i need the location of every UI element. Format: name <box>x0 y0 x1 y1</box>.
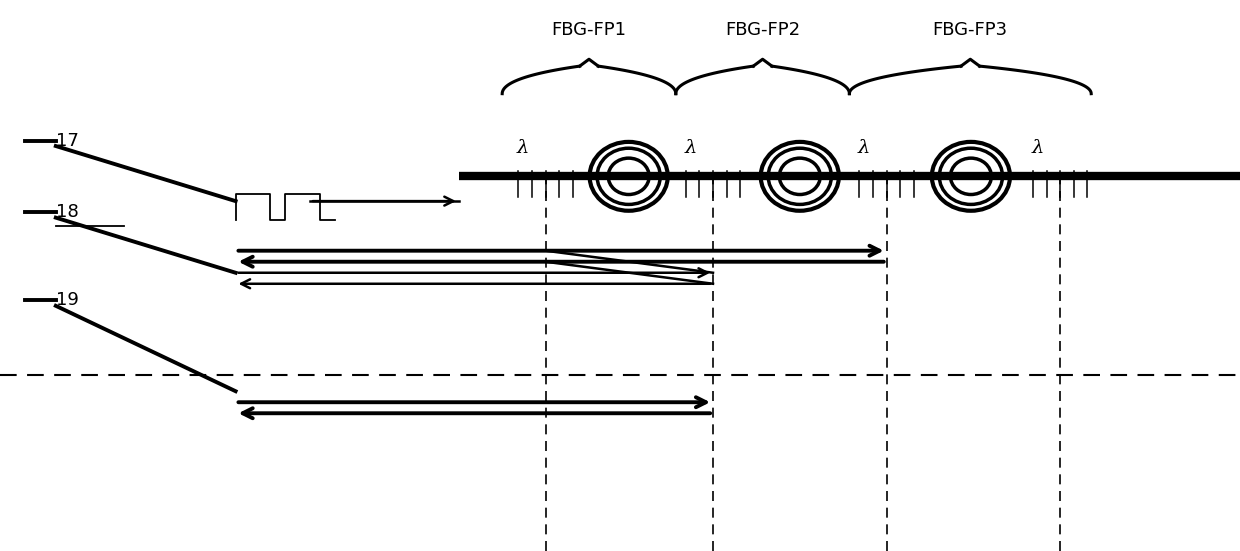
Text: λ: λ <box>858 139 870 157</box>
Text: λ: λ <box>1032 139 1044 157</box>
Text: 19: 19 <box>56 291 78 309</box>
Text: 18: 18 <box>56 203 78 221</box>
Text: FBG-FP2: FBG-FP2 <box>725 20 800 39</box>
Text: FBG-FP3: FBG-FP3 <box>932 20 1007 39</box>
Text: λ: λ <box>684 139 697 157</box>
Text: λ: λ <box>517 139 529 157</box>
Text: 17: 17 <box>56 132 78 149</box>
Text: FBG-FP1: FBG-FP1 <box>552 20 626 39</box>
